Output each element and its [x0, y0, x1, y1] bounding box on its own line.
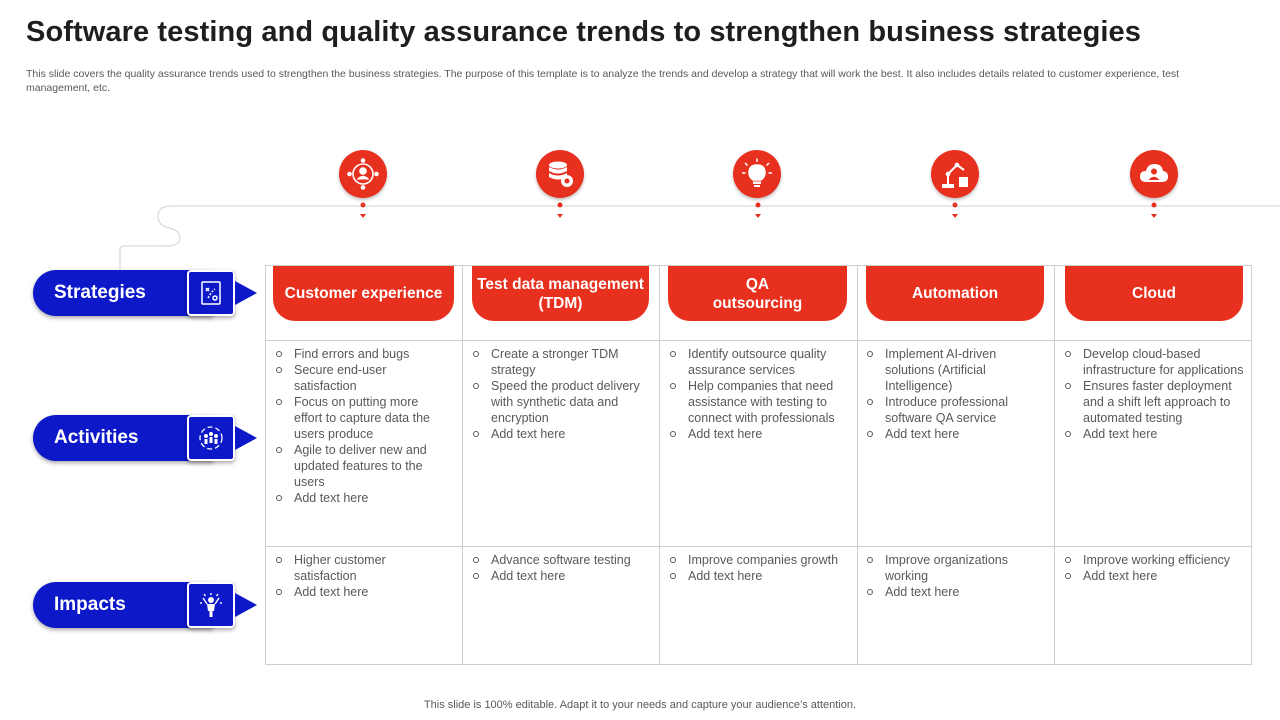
activities-list-cloud: Develop cloud-based infrastructure for a…: [1062, 346, 1244, 442]
page-subtitle: This slide covers the quality assurance …: [26, 68, 1180, 94]
footer-note: This slide is 100% editable. Adapt it to…: [423, 699, 857, 711]
activities-list-automation: Implement AI-driven solutions (Artificia…: [864, 346, 1042, 442]
column-header-qa-outsourcing: QA outsourcing: [668, 266, 847, 321]
row-label-text: Impacts: [54, 594, 126, 615]
lightbulb-icon: [733, 150, 781, 198]
customer-network-icon: [339, 150, 387, 198]
list-item: Add text here: [273, 584, 445, 600]
list-item: Advance software testing: [470, 552, 650, 568]
row-divider: [266, 340, 1251, 341]
robot-arm-icon: [931, 150, 979, 198]
impacts-list-cloud: Improve working efficiency Add text here: [1062, 552, 1244, 584]
list-item: Add text here: [470, 568, 650, 584]
list-item: Improve organizations working: [864, 552, 1042, 584]
column-header-cloud: Cloud: [1065, 266, 1243, 321]
list-item: Improve working efficiency: [1062, 552, 1244, 568]
column-header-automation: Automation: [866, 266, 1044, 321]
list-item: Ensures faster deployment and a shift le…: [1062, 378, 1244, 426]
list-item: Add text here: [864, 426, 1042, 442]
column-header-customer-experience: Customer experience: [273, 266, 454, 321]
activities-list-customer-experience: Find errors and bugs Secure end-user sat…: [273, 346, 445, 506]
database-gear-icon: [536, 150, 584, 198]
list-item: Add text here: [1062, 426, 1244, 442]
list-item: Add text here: [667, 426, 849, 442]
row-label-impacts: Impacts: [33, 582, 258, 628]
list-item: Higher customer satisfaction: [273, 552, 445, 584]
team-cycle-icon: [187, 415, 235, 461]
row-arrow: [235, 426, 257, 450]
list-item: Add text here: [470, 426, 650, 442]
list-item: Find errors and bugs: [273, 346, 445, 362]
row-arrow: [235, 593, 257, 617]
row-label-text: Activities: [54, 427, 139, 448]
list-item: Implement AI-driven solutions (Artificia…: [864, 346, 1042, 394]
list-item: Identify outsource quality assurance ser…: [667, 346, 849, 378]
impacts-list-automation: Improve organizations working Add text h…: [864, 552, 1042, 600]
list-item: Introduce professional software QA servi…: [864, 394, 1042, 426]
column-divider: [857, 266, 858, 664]
list-item: Focus on putting more effort to capture …: [273, 394, 445, 442]
cloud-user-icon: [1130, 150, 1178, 198]
column-divider: [1054, 266, 1055, 664]
impacts-list-qa-outsourcing: Improve companies growth Add text here: [667, 552, 849, 584]
column-header-test-data-management: Test data management (TDM): [472, 266, 649, 321]
impacts-list-customer-experience: Higher customer satisfaction Add text he…: [273, 552, 445, 600]
impacts-list-test-data-management: Advance software testing Add text here: [470, 552, 650, 584]
list-item: Speed the product delivery with syntheti…: [470, 378, 650, 426]
row-pill: [33, 270, 213, 316]
row-pill: [33, 582, 213, 628]
column-divider: [659, 266, 660, 664]
row-label-text: Strategies: [54, 282, 146, 303]
success-person-icon: [187, 582, 235, 628]
list-item: Add text here: [667, 568, 849, 584]
activities-list-qa-outsourcing: Identify outsource quality assurance ser…: [667, 346, 849, 442]
list-item: Secure end-user satisfaction: [273, 362, 445, 394]
column-divider: [462, 266, 463, 664]
list-item: Improve companies growth: [667, 552, 849, 568]
list-item: Add text here: [864, 584, 1042, 600]
list-item: Add text here: [273, 490, 445, 506]
activities-list-test-data-management: Create a stronger TDM strategy Speed the…: [470, 346, 650, 442]
list-item: Agile to deliver new and updated feature…: [273, 442, 445, 490]
trends-table: [265, 265, 1252, 665]
row-label-activities: Activities: [33, 415, 258, 461]
strategy-board-icon: [187, 270, 235, 316]
row-label-strategies: Strategies: [33, 270, 258, 316]
row-divider: [266, 546, 1251, 547]
list-item: Develop cloud-based infrastructure for a…: [1062, 346, 1244, 378]
row-pill: [33, 415, 213, 461]
row-arrow: [235, 281, 257, 305]
list-item: Create a stronger TDM strategy: [470, 346, 650, 378]
page-title: Software testing and quality assurance t…: [26, 16, 1142, 48]
list-item: Add text here: [1062, 568, 1244, 584]
list-item: Help companies that need assistance with…: [667, 378, 849, 426]
